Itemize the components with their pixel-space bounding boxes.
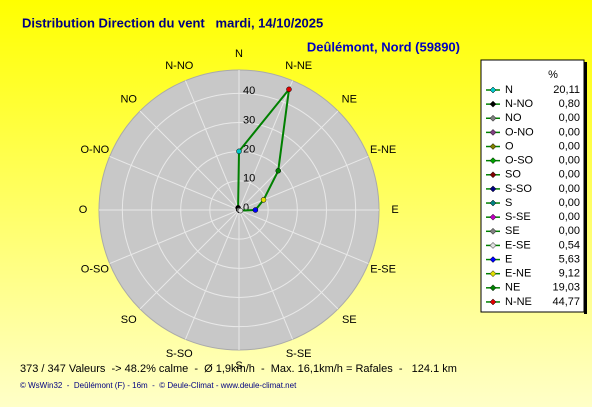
legend-value: 9,12 [559, 268, 580, 280]
data-point [260, 197, 267, 203]
direction-label: S-SO [166, 348, 193, 360]
direction-label: E [391, 204, 398, 216]
legend-value: 0,00 [559, 112, 580, 124]
legend-value: 0,00 [559, 211, 580, 223]
spoke [238, 110, 339, 211]
legend-name: S-SE [505, 211, 531, 223]
legend-marker [489, 143, 497, 150]
spoke [184, 209, 240, 340]
direction-label: E-NE [370, 144, 396, 156]
legend-name: O-NO [505, 126, 534, 138]
direction-label: NO [120, 94, 137, 106]
legend-marker [489, 86, 497, 94]
direction-label: S [235, 360, 242, 372]
legend-marker [489, 298, 497, 306]
legend-marker [489, 129, 497, 136]
legend-name: O-SO [505, 155, 534, 167]
legend-marker [489, 256, 497, 263]
legend-value: 0,00 [559, 183, 580, 195]
legend-name: E-SE [505, 239, 531, 251]
credits: © WsWin32 - Deûlémont (F) - 16m - © Deul… [20, 381, 297, 390]
r-tick-label: 30 [243, 114, 255, 126]
data-point [286, 86, 292, 93]
data-point [237, 207, 244, 214]
legend-value: 0,00 [559, 140, 580, 152]
legend-shadow [584, 62, 587, 314]
legend-marker [489, 270, 497, 278]
spoke [139, 110, 240, 211]
spoke [238, 155, 369, 211]
spoke [238, 80, 294, 211]
direction-label: N [235, 48, 243, 60]
legend-name: S-SO [505, 183, 532, 195]
legend-name: S [505, 197, 512, 209]
legend-box [480, 59, 585, 313]
legend-name: SE [505, 225, 520, 237]
legend-value: 0,00 [559, 197, 580, 209]
legend-marker [489, 284, 497, 292]
r-tick-label: 0 [243, 202, 249, 214]
spoke [109, 209, 240, 265]
spoke [238, 209, 339, 310]
spoke [238, 209, 369, 265]
direction-label: O-NO [81, 144, 110, 156]
legend-name: N [505, 84, 513, 96]
data-point [275, 168, 281, 174]
legend-value: 0,80 [559, 98, 580, 110]
spoke [238, 209, 294, 340]
legend-name: E [505, 253, 512, 265]
legend-value: 0,54 [559, 239, 580, 251]
spoke [109, 155, 240, 211]
r-tick-label: 20 [243, 144, 255, 156]
chart-subtitle: Deûlémont, Nord (59890) [307, 39, 460, 54]
r-tick-label: 40 [243, 85, 255, 97]
direction-label: NE [342, 94, 357, 106]
legend-value: 44,77 [552, 296, 580, 308]
legend-name: N-NE [505, 296, 532, 308]
spoke [139, 209, 240, 310]
chart-title: Distribution Direction du vent mardi, 14… [22, 15, 323, 30]
legend-value: 5,63 [559, 253, 580, 265]
r-tick-label: 10 [243, 173, 255, 185]
legend-name: O [505, 140, 514, 152]
spoke [184, 80, 240, 211]
legend-value: 0,00 [559, 169, 580, 181]
direction-label: O [79, 204, 88, 216]
direction-label: SE [342, 314, 357, 326]
legend-marker [489, 100, 497, 108]
legend-marker [489, 157, 497, 165]
legend-value: 19,03 [552, 282, 580, 294]
legend-value: 0,00 [559, 126, 580, 138]
direction-label: O-SO [81, 264, 110, 276]
legend-marker [489, 171, 497, 179]
legend-name: SO [505, 169, 521, 181]
legend-marker [489, 213, 497, 221]
direction-label: S-SE [286, 348, 312, 360]
legend-value: 0,00 [559, 155, 580, 167]
legend-name: NO [505, 112, 522, 124]
legend-value: 0,00 [559, 225, 580, 237]
legend-marker [489, 242, 497, 249]
legend-name: N-NO [505, 98, 534, 110]
footer: 373 / 347 Valeurs -> 48.2% calme - Ø 1,9… [20, 363, 457, 375]
direction-label: N-NE [285, 60, 312, 72]
legend-name: NE [505, 282, 520, 294]
legend-marker [489, 227, 497, 235]
legend-marker [489, 199, 497, 207]
legend-marker [489, 185, 497, 193]
data-point [236, 148, 242, 155]
legend-name: E-NE [505, 268, 531, 280]
legend-value: 20,11 [553, 84, 580, 96]
direction-label: SO [121, 314, 137, 326]
legend-marker [489, 114, 497, 122]
direction-label: N-NO [165, 60, 194, 72]
legend-unit: % [548, 69, 558, 81]
data-point [252, 207, 259, 213]
direction-label: E-SE [370, 264, 396, 276]
